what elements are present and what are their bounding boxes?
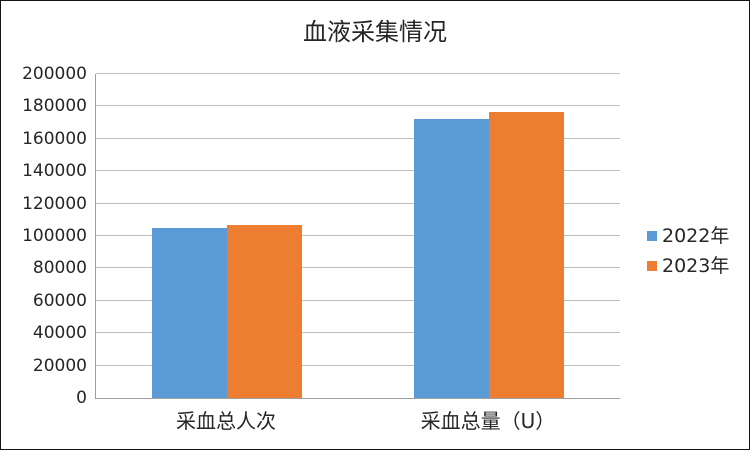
gridline	[96, 137, 620, 139]
legend-label: 2022年	[662, 225, 730, 247]
y-tick-label: 80000	[32, 258, 87, 279]
bar-2022年	[152, 227, 227, 398]
x-tick-label: 采血总人次	[176, 409, 276, 433]
y-tick-label: 120000	[22, 193, 87, 214]
y-tick-label: 160000	[22, 128, 87, 149]
bar-2023年	[489, 112, 564, 398]
gridline	[96, 364, 620, 366]
bar-2023年	[227, 224, 302, 398]
legend-label: 2023年	[662, 255, 730, 277]
bar-group	[358, 74, 620, 398]
y-tick-label: 40000	[32, 323, 87, 344]
y-tick-label: 140000	[22, 161, 87, 182]
plot-area	[95, 73, 620, 399]
bar-group	[96, 74, 358, 398]
bar-2022年	[414, 119, 489, 398]
legend: 2022年 2023年	[647, 223, 729, 279]
chart-title: 血液采集情况	[303, 18, 447, 46]
y-tick-label: 20000	[32, 355, 87, 376]
legend-swatch	[647, 261, 657, 271]
legend-item: 2023年	[647, 253, 729, 279]
gridline	[96, 299, 620, 301]
gridline	[96, 105, 620, 107]
gridline	[96, 170, 620, 172]
gridline	[96, 202, 620, 204]
x-axis-labels: 采血总人次 采血总量（U）	[95, 408, 619, 436]
gridline	[96, 332, 620, 334]
legend-swatch	[647, 231, 657, 241]
y-tick-label: 180000	[22, 96, 87, 117]
gridline	[96, 73, 620, 74]
y-tick-label: 100000	[22, 226, 87, 246]
y-tick-label: 200000	[22, 64, 87, 84]
x-tick-label: 采血总量（U）	[420, 409, 556, 433]
gridline	[96, 267, 620, 269]
gridline	[96, 235, 620, 236]
y-tick-label: 0	[76, 388, 87, 408]
y-tick-label: 60000	[32, 290, 87, 311]
y-axis-labels: 0 20000 40000 60000 80000 100000 120000 140000 1…	[1, 64, 87, 408]
legend-item: 2022年	[647, 223, 729, 249]
